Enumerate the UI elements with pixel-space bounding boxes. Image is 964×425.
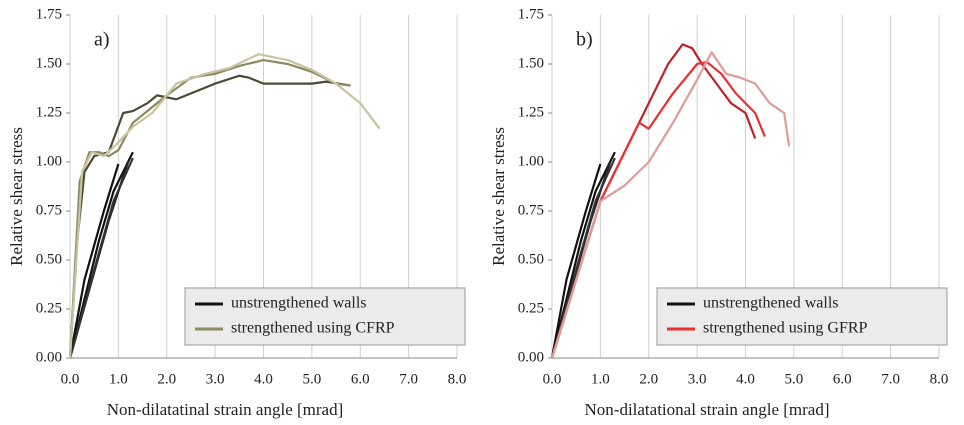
y-tick-label: 1.00	[36, 153, 62, 169]
chart-panel: 0.0 1.0 2.0 3.0 4.0 5.0 6.0 7.0 8.0 0.00 0.25 0.50 0…	[7, 6, 466, 418]
x-tick-label: 0.0	[61, 371, 80, 387]
y-tick-label: 1.00	[518, 153, 544, 169]
y-tick-label: 1.25	[36, 104, 62, 120]
y-tick-label: 0.75	[36, 202, 62, 218]
legend-label: unstrengthened walls	[703, 295, 839, 312]
data-line	[68, 53, 381, 359]
x-tick-label: 2.0	[157, 371, 176, 387]
legend-box	[184, 287, 466, 346]
x-tick-label: 1.0	[591, 371, 610, 387]
x-tick-label: 4.0	[254, 371, 273, 387]
panel-label: b)	[576, 29, 593, 51]
data-line	[68, 157, 134, 359]
chart-panel: 0.0 1.0 2.0 3.0 4.0 5.0 6.0 7.0 8.0 0.00 0.25 0.50 0…	[489, 6, 948, 418]
legend-box	[656, 287, 948, 346]
x-tick-label: 3.0	[206, 371, 225, 387]
legend-label: unstrengthened walls	[231, 295, 367, 312]
x-tick-label: 1.0	[109, 371, 128, 387]
x-tick-label: 6.0	[833, 371, 852, 387]
x-tick-label: 3.0	[688, 371, 707, 387]
y-tick-label: 1.75	[518, 6, 544, 22]
y-tick-label: 0.00	[36, 349, 62, 365]
y-tick-label: 1.75	[36, 6, 62, 22]
y-axis-title: Relative shear stress	[7, 127, 26, 266]
x-axis-title: Non-dilatational strain angle [mrad]	[585, 400, 830, 419]
x-tick-label: 7.0	[881, 371, 900, 387]
y-tick-label: 0.00	[518, 349, 544, 365]
legend-label: strengthened using CFRP	[231, 320, 395, 337]
x-tick-label: 5.0	[785, 371, 804, 387]
x-tick-label: 7.0	[399, 371, 418, 387]
data-line	[550, 163, 602, 359]
y-tick-label: 0.50	[36, 251, 62, 267]
data-line	[550, 157, 616, 359]
x-tick-label: 8.0	[448, 371, 467, 387]
x-tick-label: 8.0	[930, 371, 949, 387]
y-tick-label: 1.50	[36, 55, 62, 71]
y-axis-title: Relative shear stress	[489, 127, 508, 266]
panel-label: a)	[94, 29, 110, 51]
data-line	[68, 163, 120, 359]
x-tick-label: 0.0	[543, 371, 562, 387]
legend-label: strengthened using GFRP	[703, 320, 868, 337]
x-tick-label: 2.0	[639, 371, 658, 387]
data-line	[550, 51, 791, 359]
x-tick-label: 5.0	[303, 371, 322, 387]
y-tick-label: 1.25	[518, 104, 544, 120]
y-tick-label: 0.50	[518, 251, 544, 267]
x-tick-label: 4.0	[736, 371, 755, 387]
x-axis-title: Non-dilatatinal strain angle [mrad]	[107, 400, 344, 419]
data-line	[68, 74, 351, 359]
y-tick-label: 0.25	[518, 300, 544, 316]
x-tick-label: 6.0	[351, 371, 370, 387]
y-tick-label: 0.75	[518, 202, 544, 218]
y-tick-label: 1.50	[518, 55, 544, 71]
y-tick-label: 0.25	[36, 300, 62, 316]
